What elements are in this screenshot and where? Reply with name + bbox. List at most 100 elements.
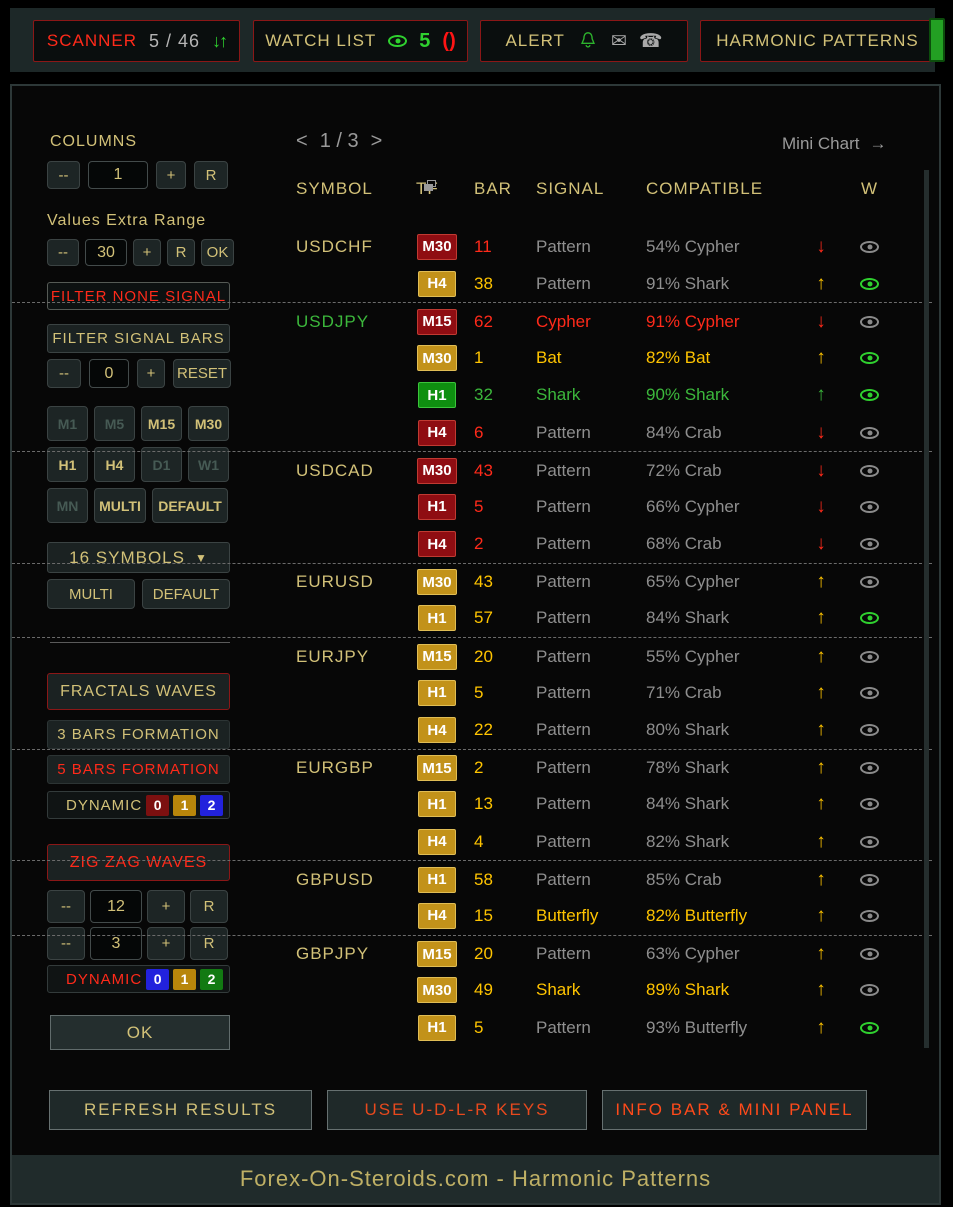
timeframe-badge[interactable]: H1 [418, 1014, 456, 1041]
timeframe-badge[interactable]: H1 [418, 679, 456, 706]
watch-eye-button[interactable] [847, 897, 892, 934]
watch-eye-button[interactable] [847, 265, 892, 302]
info-bar-mini-panel-button[interactable]: INFO BAR & MINI PANEL [602, 1090, 867, 1130]
tf-default-button[interactable]: DEFAULT [152, 488, 228, 523]
bars3-formation-button[interactable]: 3 BARS FORMATION [47, 720, 230, 749]
table-row[interactable]: H1 32 Shark 90% Shark ↑ [12, 377, 932, 414]
default-button[interactable]: DEFAULT [142, 579, 230, 609]
table-row[interactable]: GBPJPY M15 20 Pattern 63% Cypher ↑ [12, 934, 932, 973]
zigzag1-minus-button[interactable]: -- [47, 890, 85, 923]
watch-eye-button[interactable] [847, 674, 892, 711]
timeframe-badge[interactable]: M30 [417, 569, 457, 596]
table-row[interactable]: EURGBP M15 2 Pattern 78% Shark ↑ [12, 748, 932, 787]
watch-eye-button[interactable] [847, 340, 892, 377]
tf-mn-button[interactable]: MN [47, 488, 88, 523]
panel-toggle-handle[interactable] [929, 18, 945, 62]
tf-h1-button[interactable]: H1 [47, 447, 88, 482]
mini-chart-link[interactable]: Mini Chart → [782, 134, 912, 154]
bars5-formation-button[interactable]: 5 BARS FORMATION [47, 755, 230, 784]
range-ok-button[interactable]: OK [201, 239, 234, 266]
table-row[interactable]: USDJPY M15 62 Cypher 91% Cypher ↓ [12, 302, 932, 339]
signal-bars-plus-button[interactable]: + [137, 359, 165, 388]
sort-arrows-icon[interactable]: ↓↑ [212, 30, 228, 51]
table-row[interactable]: USDCHF M30 11 Pattern 54% Cypher ↓ [12, 228, 932, 265]
timeframe-badge[interactable]: H4 [418, 828, 456, 855]
zigzag2-reset-button[interactable]: R [190, 927, 228, 960]
zigzag1-reset-button[interactable]: R [190, 890, 228, 923]
dynamic-fractals-2-button[interactable]: 2 [200, 794, 223, 816]
timeframe-badge[interactable]: M30 [417, 977, 457, 1004]
range-minus-button[interactable]: -- [47, 239, 79, 266]
dynamic-zigzag-2-button[interactable]: 2 [200, 968, 223, 990]
multi-button[interactable]: MULTI [47, 579, 135, 609]
scrollbar-track[interactable] [924, 170, 929, 1048]
next-page-button[interactable]: > [370, 130, 383, 152]
table-row[interactable]: H4 38 Pattern 91% Shark ↑ [12, 265, 932, 302]
zigzag1-plus-button[interactable]: + [147, 890, 185, 923]
timeframe-badge[interactable]: M30 [417, 457, 457, 484]
watch-eye-button[interactable] [847, 414, 892, 451]
zigzag2-minus-button[interactable]: -- [47, 927, 85, 960]
table-row[interactable]: USDCAD M30 43 Pattern 72% Crab ↓ [12, 451, 932, 488]
table-row[interactable]: EURJPY M15 20 Pattern 55% Cypher ↑ [12, 637, 932, 674]
table-row[interactable]: H4 2 Pattern 68% Crab ↓ [12, 526, 932, 563]
watch-eye-button[interactable] [847, 936, 892, 973]
header-symbol[interactable]: SYMBOL [296, 179, 373, 198]
timeframe-badge[interactable]: H4 [418, 419, 456, 446]
scanner-button[interactable]: SCANNER 5 / 46 ↓↑ [33, 20, 240, 62]
watch-eye-button[interactable] [847, 972, 892, 1009]
timeframe-badge[interactable]: H1 [418, 866, 456, 893]
table-row[interactable]: H1 5 Pattern 93% Butterfly ↑ [12, 1009, 932, 1046]
table-row[interactable]: H1 13 Pattern 84% Shark ↑ [12, 786, 932, 823]
signal-bars-reset-button[interactable]: RESET [173, 359, 231, 388]
timeframe-badge[interactable]: H4 [418, 531, 456, 558]
table-row[interactable]: M30 49 Shark 89% Shark ↑ [12, 972, 932, 1009]
watch-eye-button[interactable] [847, 377, 892, 414]
header-bar[interactable]: BAR [474, 179, 512, 198]
table-row[interactable]: H4 6 Pattern 84% Crab ↓ [12, 414, 932, 451]
timeframe-badge[interactable]: M30 [417, 233, 457, 260]
timeframe-badge[interactable]: M15 [417, 308, 457, 335]
timeframe-badge[interactable]: H4 [418, 270, 456, 297]
tf-w1-button[interactable]: W1 [188, 447, 229, 482]
timeframe-badge[interactable]: H1 [418, 382, 456, 409]
fractals-waves-button[interactable]: FRACTALS WAVES [47, 673, 230, 710]
watch-eye-button[interactable] [847, 638, 892, 675]
table-row[interactable]: M30 1 Bat 82% Bat ↑ [12, 340, 932, 377]
tf-d1-button[interactable]: D1 [141, 447, 182, 482]
signal-bars-minus-button[interactable]: -- [47, 359, 81, 388]
harmonic-patterns-button[interactable]: HARMONIC PATTERNS [700, 20, 935, 62]
timeframe-badge[interactable]: H1 [418, 791, 456, 818]
ok-button[interactable]: OK [50, 1015, 230, 1050]
envelope-icon[interactable]: ✉ [610, 30, 627, 52]
dynamic-zigzag-1-button[interactable]: 1 [173, 968, 197, 990]
timeframe-badge[interactable]: M15 [417, 643, 457, 670]
tf-h4-button[interactable]: H4 [94, 447, 135, 482]
watch-eye-button[interactable] [847, 488, 892, 525]
table-row[interactable]: H1 5 Pattern 66% Cypher ↓ [12, 488, 932, 525]
bell-icon[interactable] [577, 30, 599, 52]
tf-m15-button[interactable]: M15 [141, 406, 182, 441]
zigzag-waves-button[interactable]: ZIG ZAG WAVES [47, 844, 230, 881]
watch-eye-button[interactable] [847, 823, 892, 860]
tf-multi-button[interactable]: MULTI [94, 488, 146, 523]
watchlist-button[interactable]: WATCH LIST 5 () [253, 20, 468, 62]
columns-plus-button[interactable]: + [156, 161, 186, 189]
tf-m30-button[interactable]: M30 [188, 406, 229, 441]
zigzag2-plus-button[interactable]: + [147, 927, 185, 960]
timeframe-badge[interactable]: H4 [418, 902, 456, 929]
tf-m5-button[interactable]: M5 [94, 406, 135, 441]
watch-eye-button[interactable] [847, 750, 892, 787]
range-reset-button[interactable]: R [167, 239, 195, 266]
table-row[interactable]: H4 15 Butterfly 82% Butterfly ↑ [12, 897, 932, 934]
timeframe-badge[interactable]: H4 [418, 717, 456, 744]
timeframe-badge[interactable]: H1 [418, 605, 456, 632]
udlr-keys-button[interactable]: USE U-D-L-R KEYS [327, 1090, 587, 1130]
watch-eye-button[interactable] [847, 861, 892, 898]
watch-eye-button[interactable] [847, 564, 892, 601]
table-row[interactable]: H1 57 Pattern 84% Shark ↑ [12, 600, 932, 637]
prev-page-button[interactable]: < [296, 130, 308, 152]
alert-button[interactable]: ALERT ✉ ☎ [480, 20, 688, 62]
watch-eye-button[interactable] [847, 1009, 892, 1046]
watch-eye-button[interactable] [847, 228, 892, 265]
